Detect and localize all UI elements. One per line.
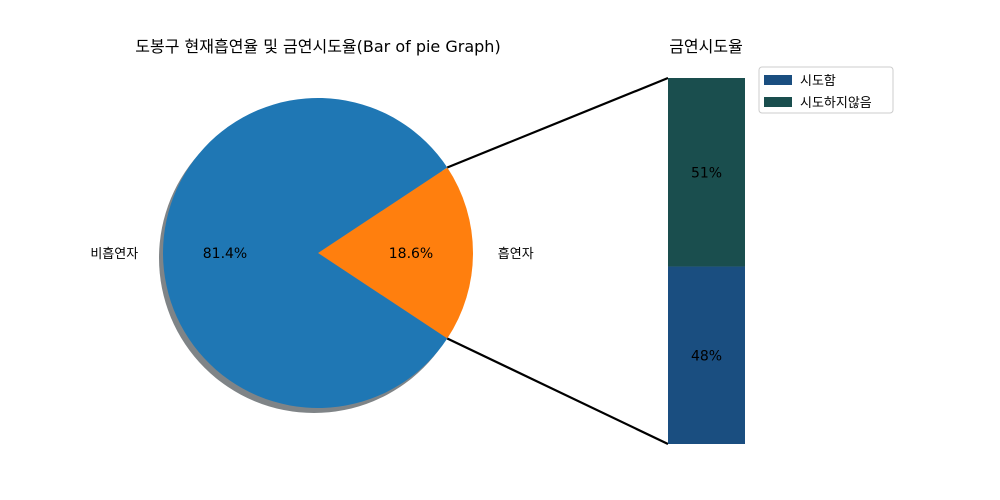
bar-segment-1 xyxy=(668,78,745,267)
pie-value-label-0: 18.6% xyxy=(389,246,433,262)
connector-line-top xyxy=(446,76,669,169)
connector-group xyxy=(446,76,669,445)
pie-category-label-0: 흡연자 xyxy=(498,247,534,262)
pie-value-label-1: 81.4% xyxy=(203,246,247,262)
legend-label-0: 시도함 xyxy=(800,74,836,89)
bar-title: 금연시도율 xyxy=(669,37,743,56)
pie-slice-0 xyxy=(318,167,473,339)
bar-segment-0 xyxy=(668,266,745,444)
pie-slice-1 xyxy=(162,98,448,409)
pie-category-label-1: 비흡연자 xyxy=(90,247,138,262)
bar-value-label-0: 48% xyxy=(691,348,722,364)
legend-swatch-0 xyxy=(764,75,792,85)
legend-frame xyxy=(758,66,894,114)
legend-swatch-1 xyxy=(764,97,792,107)
legend-label-1: 시도하지않음 xyxy=(800,96,872,111)
pie-title: 도봉구 현재흡연율 및 금연시도율(Bar of pie Graph) xyxy=(135,37,500,56)
bar-value-label-1: 51% xyxy=(691,165,722,181)
bar-group: 48% 51% xyxy=(668,78,745,444)
connector-line-bottom xyxy=(446,337,669,445)
pie-group: 18.6% 흡연자 81.4% 비흡연자 xyxy=(90,98,534,413)
